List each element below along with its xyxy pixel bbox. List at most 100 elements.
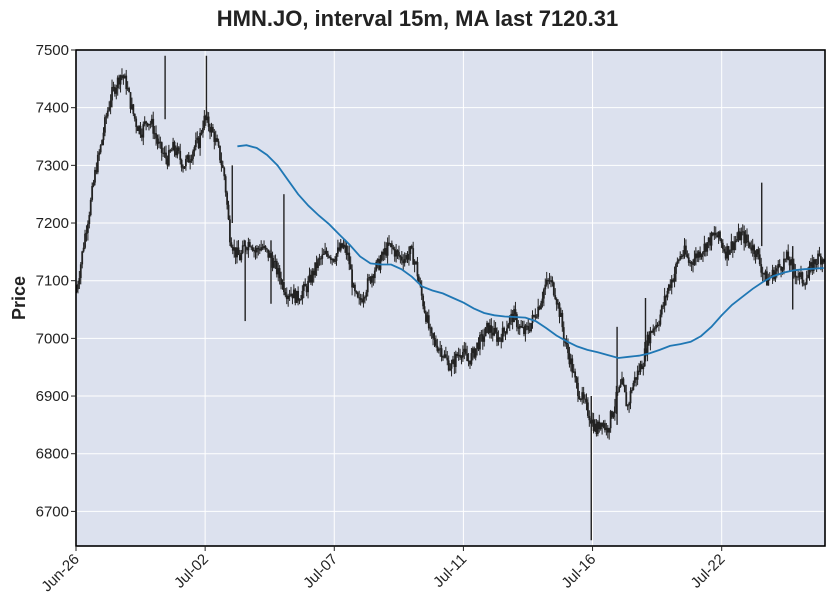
candle-body (307, 280, 309, 293)
candle-body (515, 314, 518, 328)
candle-body (332, 258, 335, 262)
candle-body (84, 233, 86, 248)
candle-body (140, 134, 143, 138)
candle-body (294, 289, 297, 303)
candle-body (443, 354, 446, 357)
candle-body (115, 87, 118, 94)
candle-body (724, 251, 727, 259)
candle-body (371, 275, 373, 283)
candle-body (700, 254, 703, 258)
candle-body (213, 132, 216, 142)
candle-body (686, 254, 689, 258)
candle-body (501, 327, 504, 342)
candle-body (336, 247, 339, 254)
candle-body (510, 313, 513, 318)
x-tick-label: Jul-22 (688, 551, 729, 592)
candle-body (470, 353, 473, 365)
candle-body (540, 303, 542, 310)
candle-body (650, 331, 653, 333)
candle-body (471, 348, 474, 354)
candle-body (493, 327, 496, 336)
candle-body (623, 385, 626, 393)
candle-body (703, 243, 706, 253)
candle-body (744, 234, 747, 244)
candle-body (398, 252, 400, 257)
candle-body (731, 241, 734, 251)
candle-body (422, 295, 425, 307)
candle-body (569, 358, 572, 365)
candle-body (440, 348, 443, 358)
x-axis: Jun-26 Jul-02 Jul-07 Jul-11 Jul-16 Jul-22 (38, 546, 729, 595)
candle-body (86, 223, 89, 233)
candle-body (312, 270, 315, 276)
candle-body (497, 337, 500, 342)
candle-body (281, 282, 284, 285)
candle-body (696, 253, 699, 258)
candle-body (673, 273, 676, 282)
candle-body (702, 252, 704, 255)
candle-body (760, 264, 763, 273)
candle-body (808, 266, 811, 275)
candle-body (486, 322, 488, 328)
candle-body (408, 254, 410, 260)
candle-body (476, 342, 479, 349)
candle-body (784, 258, 787, 260)
candle-body (800, 272, 802, 274)
candle-body (560, 312, 562, 317)
candle-body (177, 147, 180, 151)
candle-body (271, 257, 274, 268)
candle-body (523, 327, 525, 335)
candle-body (175, 151, 177, 156)
candle-body (496, 331, 498, 342)
candle-body (601, 422, 604, 427)
candle-body (748, 242, 751, 248)
candle-body (304, 283, 307, 287)
candle-body (420, 285, 423, 296)
candle-body (778, 264, 781, 267)
candle-body (88, 215, 91, 224)
candle-body (697, 251, 700, 258)
candle-body (217, 141, 220, 146)
candle-body (574, 371, 577, 378)
candle-body (116, 77, 119, 88)
candle-body (123, 75, 126, 79)
candle-body (311, 270, 314, 283)
candle-body (594, 423, 596, 431)
candle-body (435, 339, 437, 346)
candle-body (385, 248, 388, 256)
candle-body (798, 272, 801, 278)
candle-body (602, 423, 605, 427)
candle-body (777, 264, 780, 269)
candle-body (596, 421, 599, 434)
candle-body (459, 354, 461, 358)
y-tick-label: 7100 (36, 273, 69, 290)
candle-body (415, 261, 417, 263)
candle-body (427, 315, 430, 329)
candle-body (618, 387, 621, 392)
candle-body (579, 399, 582, 401)
candle-body (613, 406, 616, 414)
candle-body (665, 295, 667, 298)
candle-body (442, 356, 444, 358)
candle-body (122, 75, 125, 79)
candle-body (254, 249, 257, 253)
candle-body (425, 312, 427, 322)
candle-body (568, 353, 571, 365)
candle-body (517, 327, 520, 329)
candle-body (551, 280, 554, 283)
candle-body (229, 219, 231, 243)
candle-body (285, 295, 288, 300)
candle-body (743, 231, 746, 244)
candle-body (577, 382, 579, 397)
candle-body (78, 278, 81, 285)
candle-body (363, 297, 366, 299)
candle-body (450, 363, 453, 369)
candle-body (196, 137, 199, 141)
candle-body (366, 278, 369, 293)
candle-body (524, 325, 527, 335)
candle-body (233, 247, 236, 251)
candle-body (362, 298, 365, 303)
candle-body (328, 256, 331, 258)
candle-body (273, 261, 275, 268)
candle-body (314, 262, 317, 276)
